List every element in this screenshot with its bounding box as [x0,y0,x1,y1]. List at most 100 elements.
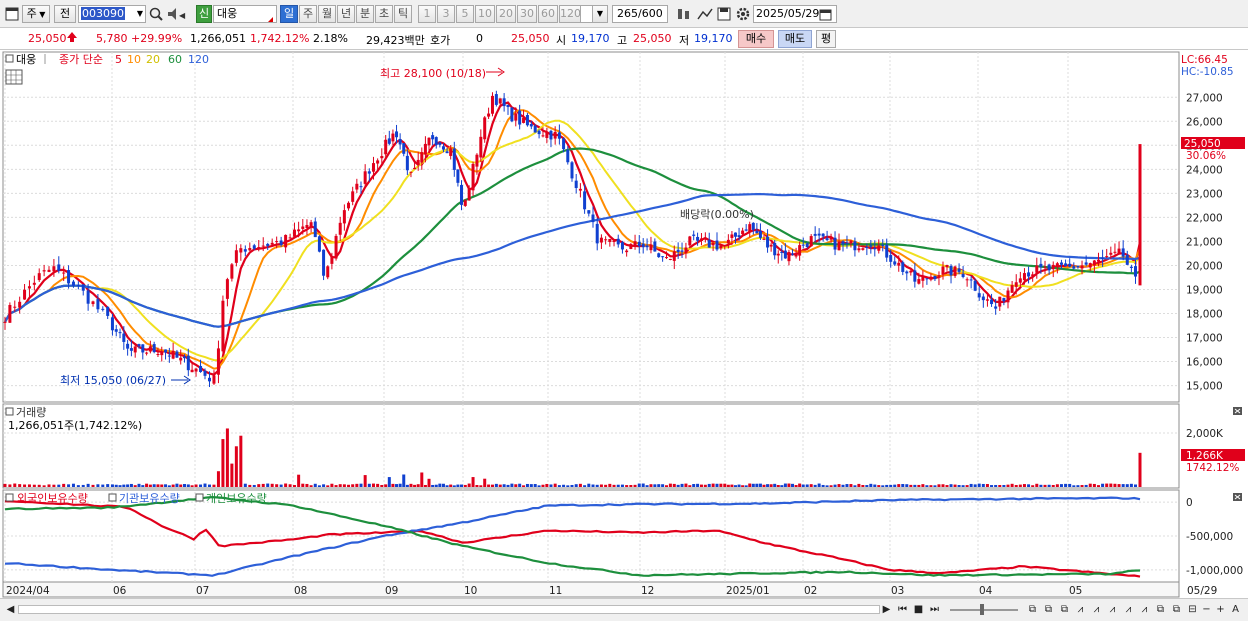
volume-panel-frame [2,403,1180,489]
volume-bar [71,483,75,487]
zoom-slider-thumb[interactable] [980,604,984,615]
candle [456,169,460,183]
price-tick-label: 17,000 [1186,333,1223,345]
period-button[interactable]: 틱 [394,5,412,23]
zoom-out-icon[interactable]: ⊟ [1188,604,1197,615]
calendar-icon[interactable] [819,8,835,24]
buy-button[interactable]: 매수 [738,30,774,48]
stock-chart[interactable]: 15,000 16,000 17,000 18,000 19,000 20,000 21,0… [0,50,1248,621]
eval-button[interactable]: 평 [816,30,836,48]
period-button[interactable]: 월 [318,5,336,23]
next-page-icon[interactable]: ⏭ [930,604,939,615]
text-tool-icon[interactable]: A [1232,604,1239,615]
interval-button[interactable]: 5 [456,5,474,23]
hc-label: HC:-10.85 [1181,66,1234,78]
interval-button[interactable]: 60 [538,5,558,23]
stop-icon[interactable]: ■ [913,604,924,615]
chevron-down-icon[interactable]: ▼ [592,5,608,23]
period-button[interactable]: 일 [280,5,298,23]
candle [1055,263,1059,268]
interval-button[interactable]: 1 [418,5,436,23]
interval-button[interactable]: 3 [437,5,455,23]
volume-bar [957,485,961,487]
type-select[interactable]: 주 ▼ [22,5,50,23]
pattern-icon[interactable]: ⩘ [1077,604,1084,615]
candle [881,244,885,246]
period-button[interactable]: 주 [299,5,317,23]
candle [190,369,194,373]
volume-bar [52,484,56,487]
speaker-icon[interactable]: ◀ [166,6,190,22]
volume-bar [562,484,566,487]
scrollbar-track[interactable] [18,605,880,614]
first-page-icon[interactable]: ⏮ [898,604,907,615]
save-icon[interactable] [716,6,732,22]
volume-bar [653,484,657,487]
stock-name-field[interactable]: 대웅 [213,5,277,23]
interval-button[interactable]: 120 [559,5,581,23]
volume-bar [423,484,427,487]
grid-icon[interactable] [5,69,23,85]
panel-toggle-icon[interactable] [108,493,117,502]
candle [207,377,211,382]
lc-label: LC:66.45 [1181,54,1228,66]
candle [57,264,61,271]
panel-toggle-icon[interactable] [5,407,14,416]
window-icon[interactable] [4,6,20,22]
panel-toggle-icon[interactable] [5,493,14,502]
pattern-icon[interactable]: ⩘ [1093,604,1100,615]
minus-icon[interactable]: − [1202,604,1211,615]
search-icon[interactable] [148,6,164,22]
volume-bar [167,485,171,487]
copy-icon[interactable]: ⧉ [1172,604,1181,615]
volume-bar [475,485,479,487]
volume-bar [776,484,780,487]
volume-bar [471,477,475,487]
candle [941,266,945,275]
chart-area[interactable]: 15,000 16,000 17,000 18,000 19,000 20,000 21,0… [0,50,1248,621]
copy-icon[interactable]: ⧉ [1044,604,1053,615]
chart-tools-icon[interactable] [676,6,692,22]
sell-button[interactable]: 매도 [778,30,812,48]
prev-button[interactable]: 전 [54,5,76,23]
scroll-left-icon[interactable]: ◀ [6,604,15,615]
candle [861,248,865,250]
plus-icon[interactable]: + [1216,604,1225,615]
volume-bar [347,484,351,487]
interval-button[interactable]: 30 [517,5,537,23]
volume-bar [183,484,187,487]
pattern-icon[interactable]: ⩘ [1141,604,1148,615]
volume-bar [780,485,784,487]
candle [420,152,424,163]
gear-icon[interactable] [735,6,751,22]
period-button[interactable]: 분 [356,5,374,23]
volume-bar [243,483,247,487]
pattern-icon[interactable]: ⩘ [1125,604,1132,615]
draw-line-icon[interactable] [697,6,713,22]
candle [661,256,665,258]
candle [813,233,817,236]
date-field[interactable]: 2025/05/29 [753,5,837,23]
panel-toggle-icon[interactable] [5,54,14,63]
candle [52,266,56,272]
count-field[interactable]: 265/600 [612,5,668,23]
interval-button[interactable]: 20 [496,5,516,23]
zoom-slider[interactable] [950,609,1018,611]
period-button[interactable]: 초 [375,5,393,23]
volume-bar [405,484,409,487]
copy-icon[interactable]: ⧉ [1060,604,1069,615]
scroll-right-icon[interactable]: ▶ [882,604,891,615]
volume-bar [42,485,46,487]
copy-icon[interactable]: ⧉ [1028,604,1037,615]
interval-button[interactable]: 10 [475,5,495,23]
pattern-icon[interactable]: ⩘ [1109,604,1116,615]
copy-icon[interactable]: ⧉ [1156,604,1165,615]
volume-bar [1134,484,1137,487]
code-input[interactable]: 003090 ▼ [78,5,146,23]
volume-bar [787,483,791,487]
volume-bar [359,483,363,487]
panel-toggle-icon[interactable] [195,493,204,502]
period-button[interactable]: 년 [337,5,355,23]
volume-bar [741,485,745,487]
volume-bar [665,485,669,487]
